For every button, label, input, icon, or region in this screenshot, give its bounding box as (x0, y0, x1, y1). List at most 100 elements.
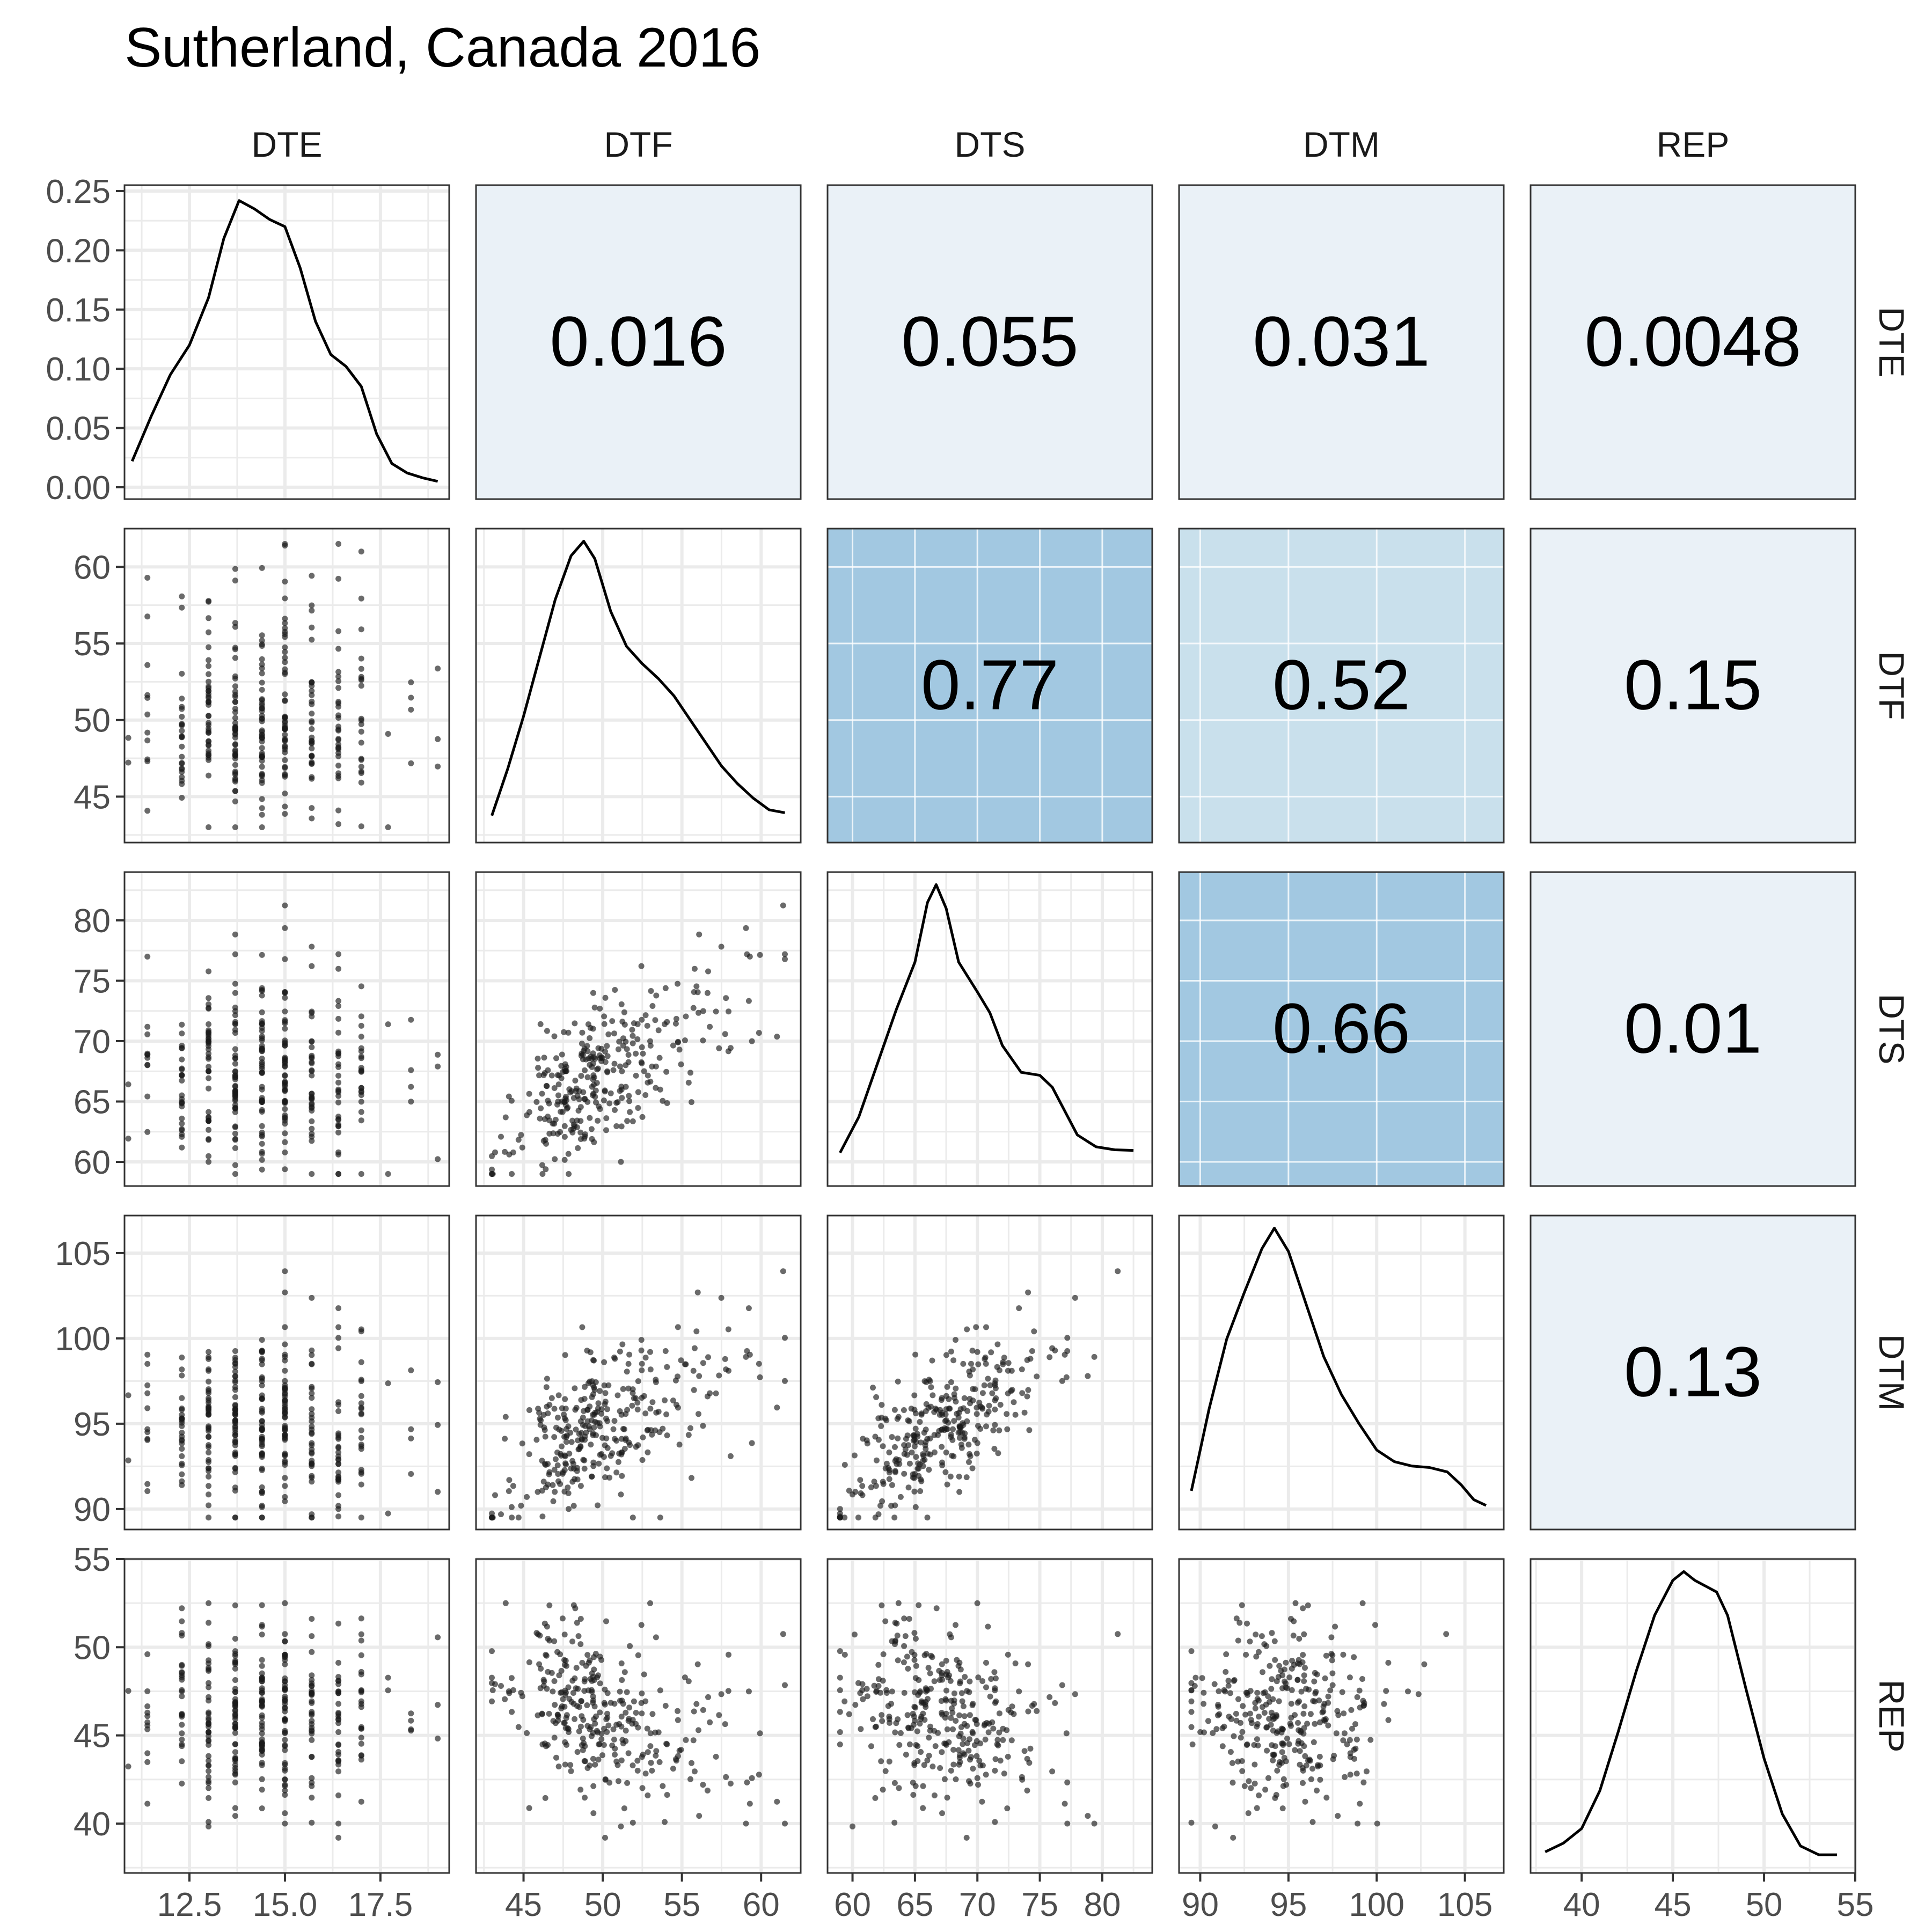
scatter-point (618, 1723, 625, 1730)
scatter-point (1270, 1757, 1276, 1763)
scatter-point (206, 1715, 212, 1721)
scatter-point (1213, 1726, 1220, 1732)
scatter-point (908, 1725, 914, 1731)
x-tick-label: 50 (584, 1886, 621, 1923)
scatter-point (1009, 1703, 1015, 1710)
scatter-point (358, 683, 364, 689)
scatter-point (1024, 1393, 1030, 1400)
scatter-point (617, 1688, 623, 1695)
scatter-point (282, 749, 288, 756)
scatter-point (1242, 1711, 1249, 1718)
scatter-point (676, 1046, 683, 1053)
scatter-point (846, 1711, 852, 1717)
scatter-point (1025, 1661, 1031, 1667)
scatter-point (309, 698, 315, 705)
scatter-point (1240, 1703, 1246, 1709)
scatter-point (580, 1056, 586, 1063)
scatter-point (996, 1367, 1002, 1373)
scatter-point (897, 1730, 904, 1736)
y-tick-label: 0.10 (46, 351, 111, 388)
scatter-point (631, 1698, 637, 1704)
scatter-point (309, 761, 315, 767)
scatter-point (544, 1403, 550, 1410)
scatter-point (544, 1375, 550, 1382)
scatter-point (206, 1600, 212, 1606)
scatter-point (1016, 1688, 1022, 1695)
scatter-point (689, 1099, 694, 1106)
scatter-point (1245, 1810, 1252, 1817)
scatter-point (623, 1411, 629, 1417)
scatter-point (206, 1762, 212, 1769)
scatter-point (597, 1680, 603, 1687)
scatter-point (937, 1765, 943, 1771)
scatter-point (1243, 1742, 1250, 1748)
scatter-point (558, 1705, 565, 1711)
scatter-point (282, 1483, 288, 1489)
scatter-point (1278, 1725, 1285, 1732)
scatter-point (144, 954, 151, 960)
scatter-point (619, 1473, 625, 1479)
scatter-point (358, 764, 364, 770)
scatter-point (259, 1504, 265, 1510)
x-tick-label: 95 (1270, 1886, 1307, 1923)
x-axis-dts: 60 65 70 75 80 (834, 1873, 1121, 1923)
scatter-point (917, 1721, 923, 1727)
scatter-point (282, 1072, 288, 1079)
scatter-point (572, 1078, 579, 1084)
scatter-point (232, 720, 238, 726)
scatter-point (408, 1726, 414, 1732)
scatter-point (670, 1397, 676, 1404)
scatter-point (259, 632, 265, 639)
scatter-point (206, 1085, 212, 1092)
scatter-point (309, 1390, 315, 1396)
scatter-point (232, 1451, 238, 1458)
scatter-point (590, 1430, 596, 1437)
scatter-point (992, 1382, 998, 1388)
y-tick-label: 45 (74, 779, 111, 816)
scatter-point (901, 1659, 907, 1665)
scatter-point (616, 1038, 623, 1045)
scatter-point (358, 1652, 364, 1658)
scatter-point (584, 1652, 591, 1658)
scatter-point (144, 1688, 151, 1694)
scatter-point (894, 1620, 900, 1627)
scatter-point (335, 770, 342, 777)
scatter-point (232, 1030, 238, 1036)
panel-border (1529, 871, 1856, 1187)
scatter-point (335, 1768, 342, 1775)
scatter-point (1300, 1652, 1306, 1658)
scatter-point (144, 1055, 151, 1061)
scatter-point (1322, 1675, 1328, 1681)
scatter-point (535, 1065, 541, 1071)
scatter-point (1305, 1602, 1311, 1608)
scatter-point (309, 1171, 315, 1177)
scatter-point (891, 1514, 898, 1521)
scatter-point (707, 1719, 713, 1725)
scatter-point (962, 1430, 968, 1437)
x-tick-label: 45 (1655, 1886, 1692, 1923)
scatter-point (144, 1488, 151, 1494)
scatter-point (966, 1459, 972, 1465)
x-tick-label: 55 (1837, 1886, 1874, 1923)
scatter-point (335, 704, 342, 710)
scatter-point (617, 1408, 623, 1414)
scatter-point (1274, 1767, 1280, 1774)
scatter-point (282, 1792, 288, 1798)
scatter-point (689, 1760, 694, 1766)
scatter-point (565, 1151, 572, 1157)
scatter-point (259, 1066, 265, 1072)
scatter-point (282, 1638, 288, 1645)
scatter-point (518, 1503, 524, 1509)
scatter-panel-bg (476, 1216, 801, 1529)
scatter-point (1300, 1710, 1307, 1717)
scatter-point (926, 1467, 932, 1473)
scatter-point (358, 674, 364, 680)
scatter-point (976, 1758, 983, 1764)
scatter-point (259, 1657, 265, 1663)
scatter-point (691, 1768, 698, 1775)
scatter-point (259, 1009, 265, 1015)
scatter-point (956, 1761, 962, 1768)
scatter-point (979, 1678, 986, 1684)
scatter-point (627, 1109, 633, 1115)
scatter-point (309, 1775, 315, 1781)
